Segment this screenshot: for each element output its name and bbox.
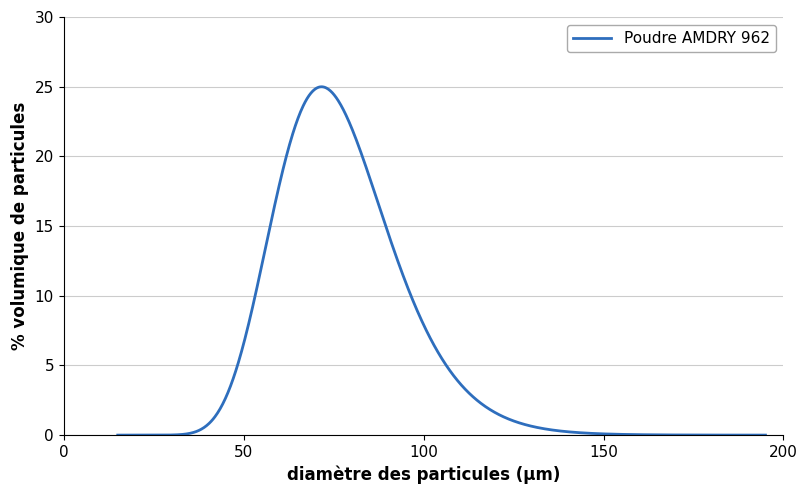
- Poudre AMDRY 962: [179, 431, 188, 437]
- Line: Poudre AMDRY 962: Poudre AMDRY 962: [118, 87, 765, 435]
- Poudre AMDRY 962: [558, 428, 568, 434]
- Y-axis label: % volumique de particules: % volumique de particules: [11, 102, 29, 350]
- Poudre AMDRY 962: [375, 207, 385, 213]
- Poudre AMDRY 962: [399, 274, 409, 280]
- X-axis label: diamètre des particules (μm): diamètre des particules (μm): [287, 465, 561, 484]
- Legend: Poudre AMDRY 962: Poudre AMDRY 962: [567, 25, 776, 52]
- Poudre AMDRY 962: [760, 432, 770, 438]
- Poudre AMDRY 962: [630, 432, 640, 438]
- Poudre AMDRY 962: [316, 84, 326, 90]
- Poudre AMDRY 962: [619, 432, 629, 438]
- Poudre AMDRY 962: [113, 432, 123, 438]
